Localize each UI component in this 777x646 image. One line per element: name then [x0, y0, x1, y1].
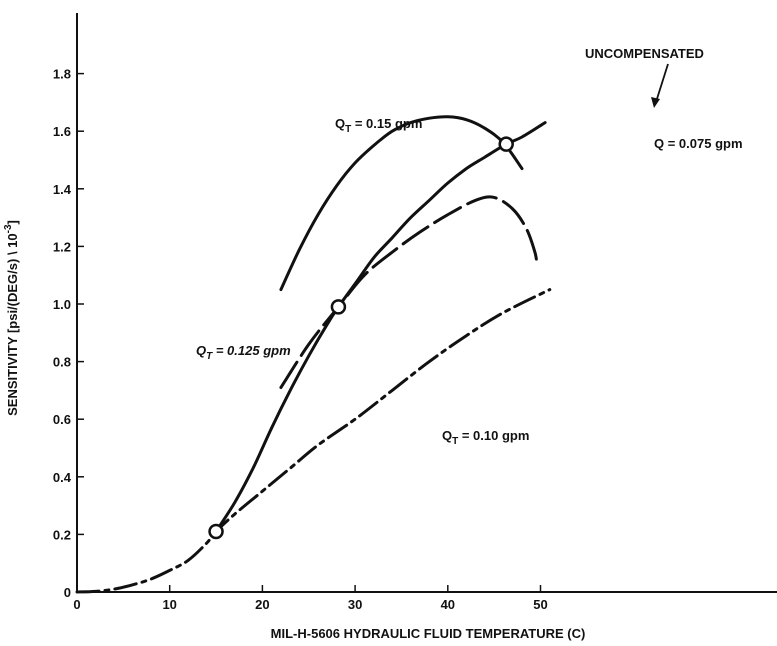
series-line-3: [75, 288, 552, 594]
series-line-2: [279, 195, 539, 389]
intersection-marker: [330, 299, 347, 315]
y-tick-label: 1.8: [53, 67, 71, 82]
annotation-qt-010: QT = 0.10 gpm: [442, 428, 529, 447]
x-tick-label: 50: [533, 597, 547, 612]
annotation-qt-0125-sub: T: [206, 351, 213, 362]
annotation-qt-015-q: Q: [335, 116, 345, 131]
x-tick-label: 30: [348, 597, 362, 612]
x-tick-label: 0: [73, 597, 80, 612]
y-tick-label: 0.6: [53, 412, 71, 427]
series-line-0: [214, 121, 547, 533]
intersection-marker: [498, 136, 514, 152]
y-tick-label: 1.6: [53, 124, 71, 139]
annotation-qt-010-rest: = 0.10 gpm: [458, 428, 529, 443]
ticks: 0 10 20 30 40 50 0 0.2 0.4 0.6 0.8 1.0 1.2 1.4 1.6 1.8: [53, 67, 548, 612]
y-tick-label: 1.4: [53, 182, 72, 197]
marker-layer: [208, 136, 514, 540]
annotation-qt-015-rest: = 0.15 gpm: [351, 116, 422, 131]
y-tick-label: 1.0: [53, 297, 71, 312]
annotation-qt-010-sub: T: [452, 436, 458, 447]
x-tick-label: 40: [441, 597, 455, 612]
annotation-uncompensated-arrow: [655, 63, 669, 103]
x-tick-label: 20: [255, 597, 269, 612]
y-axis-title: SENSITIVITY [psi/(DEG/s) \ 10-3]: [3, 220, 20, 416]
annotation-qt-0125-q: Q: [196, 343, 206, 358]
intersection-marker: [208, 523, 224, 540]
axes: [76, 13, 777, 593]
annotation-uncompensated: UNCOMPENSATED: [585, 46, 704, 61]
y-tick-label: 0.8: [53, 355, 71, 370]
series-line-1: [279, 115, 524, 292]
annotation-uncompensated-arrowhead: [651, 97, 660, 108]
annotation-qt-010-q: Q: [442, 428, 452, 443]
series-layer: [75, 115, 552, 594]
y-axis-title-end: ]: [5, 220, 20, 224]
x-tick-label: 10: [162, 597, 176, 612]
annotation-qt-015-sub: T: [345, 124, 351, 135]
x-axis-title: MIL-H-5606 HYDRAULIC FLUID TEMPERATURE (…: [271, 626, 586, 641]
annotation-q-0075: Q = 0.075 gpm: [654, 136, 743, 151]
annotation-qt-0125: QT = 0.125 gpm: [196, 343, 291, 362]
y-axis-title-exponent: -3: [3, 224, 14, 233]
annotation-qt-0125-rest: = 0.125 gpm: [212, 343, 291, 358]
annotation-qt-015: QT = 0.15 gpm: [335, 116, 422, 135]
y-tick-label: 0.2: [53, 527, 71, 542]
y-tick-label: 0: [64, 585, 71, 600]
y-tick-label: 0.4: [53, 470, 72, 485]
y-tick-label: 1.2: [53, 239, 71, 254]
y-axis-title-main: SENSITIVITY [psi/(DEG/s) \ 10: [5, 233, 20, 416]
